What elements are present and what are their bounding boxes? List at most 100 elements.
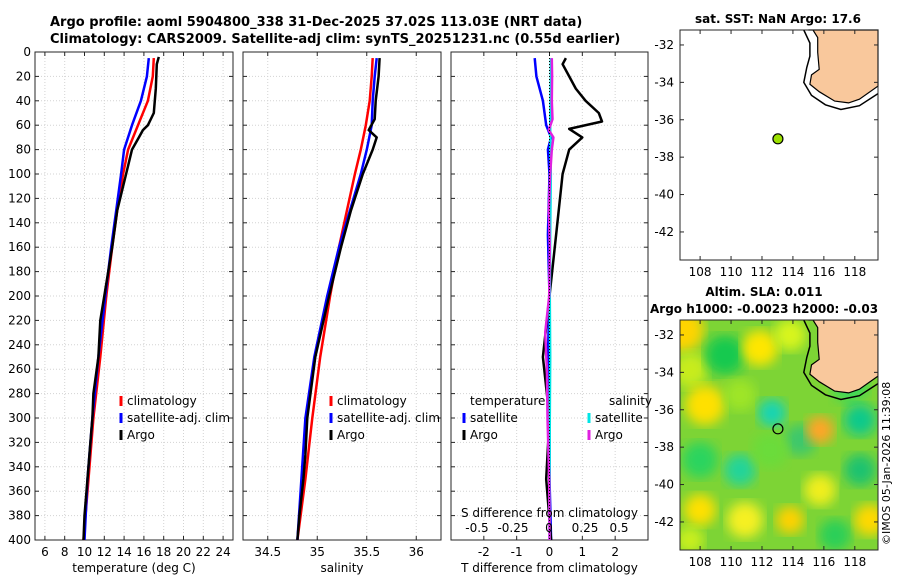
sla-anomaly-blob: [684, 494, 716, 526]
y-tick-label: 100: [8, 167, 31, 181]
top-tick-label: -0.5: [465, 521, 488, 535]
figure-title-line2: Climatology: CARS2009. Satellite-adj cli…: [50, 32, 621, 47]
y-tick-label: -32: [654, 328, 674, 342]
y-tick-label: -34: [654, 365, 674, 379]
land-polygon: [808, 29, 879, 104]
y-tick-label: 180: [8, 265, 31, 279]
figure-title-line1: Argo profile: aoml 5904800_338 31-Dec-20…: [50, 15, 583, 30]
x-tick-label: 114: [781, 555, 804, 569]
y-tick-label: 160: [8, 240, 31, 254]
x-tick-label: 116: [812, 555, 835, 569]
bathymetry-contour: [803, 29, 879, 111]
sla_map-axes-box: [679, 319, 879, 551]
series-line-salinity-satellite: [548, 58, 553, 540]
series-line-argo: [82, 56, 161, 541]
legend-label: climatology: [127, 394, 197, 408]
x-tick-label: 14: [116, 545, 131, 559]
y-tick-label: -32: [654, 38, 674, 52]
x-tick-label: 8: [61, 545, 69, 559]
x-tick-label: 34.5: [254, 545, 281, 559]
x-tick-label: 0: [546, 545, 554, 559]
sla-anomaly-blob: [724, 454, 756, 486]
top-tick-label: 0.5: [609, 521, 628, 535]
sla-anomaly-blob: [727, 502, 763, 538]
y-tick-label: 220: [8, 313, 31, 327]
legend-label: satellite-adj. clim: [127, 411, 230, 425]
y-tick-label: -36: [654, 113, 674, 127]
legend-label: Argo: [595, 428, 623, 442]
y-tick-label: -36: [654, 403, 674, 417]
land-group: [803, 320, 878, 401]
legend-label: Argo: [470, 428, 498, 442]
imos-credit: ©IMOS 05-Jan-2026 11:39:08: [880, 381, 893, 545]
sla-anomaly-blob: [680, 526, 704, 550]
y-tick-label: 280: [8, 387, 31, 401]
y-tick-label: 20: [16, 69, 31, 83]
sla-anomaly-blob: [682, 442, 718, 478]
y-tick-label: 80: [16, 143, 31, 157]
x-tick-label: 118: [843, 555, 866, 569]
sla-map-title: Altim. SLA: 0.011: [705, 285, 822, 299]
sla-anomaly-blob: [680, 352, 708, 388]
sst_map-map: 108 110 112 114 116 118 -32 -34 -36 -38 -40 -42: [654, 29, 879, 279]
x-tick-label: 20: [176, 545, 191, 559]
y-tick-label: 40: [16, 94, 31, 108]
sla-anomaly-blob: [685, 385, 725, 425]
legend-label: satellite-adj. clim: [337, 411, 440, 425]
series-line-climatology: [296, 58, 374, 541]
y-tick-label: -40: [654, 478, 674, 492]
y-tick-label: 0: [23, 45, 31, 59]
y-tick-label: 300: [8, 411, 31, 425]
y-tick-label: 240: [8, 338, 31, 352]
sla-anomaly-blob: [680, 320, 704, 352]
y-tick-label: -40: [654, 188, 674, 202]
sla-anomaly-blob: [705, 335, 745, 375]
difference-top-xlabel: S difference from climatology: [461, 506, 638, 520]
sla-map-subtitle: Argo h1000: -0.0023 h2000: -0.03: [650, 302, 878, 316]
y-tick-label: -42: [654, 225, 674, 239]
x-tick-label: 18: [156, 545, 171, 559]
legend-label: satellite: [470, 411, 518, 425]
legend-label: climatology: [337, 394, 407, 408]
salinity-xlabel: salinity: [320, 561, 363, 575]
y-tick-label: 200: [8, 289, 31, 303]
sla-anomaly-blob: [844, 404, 876, 436]
x-tick-label: 36: [409, 545, 424, 559]
y-tick-label: 140: [8, 216, 31, 230]
sst_map-axes-box: [679, 29, 879, 261]
bathymetry-contour: [803, 320, 878, 401]
x-tick-label: 12: [97, 545, 112, 559]
sla-anomaly-blob: [854, 504, 878, 536]
x-tick-label: 108: [689, 265, 712, 279]
sla-anomaly-blob: [752, 432, 788, 468]
sla-anomaly-blob: [806, 416, 834, 444]
sla-anomaly-blob: [742, 330, 778, 366]
legend-title-temperature: temperature: [470, 394, 545, 408]
series-line-satellite-adj-clim: [83, 57, 151, 541]
x-tick-label: 6: [41, 545, 49, 559]
x-tick-label: 116: [812, 265, 835, 279]
legend-title-salinity: salinity: [609, 394, 652, 408]
y-tick-label: -38: [654, 150, 674, 164]
series-line-argo: [296, 58, 381, 541]
x-tick-label: 110: [720, 265, 743, 279]
x-tick-label: 114: [781, 265, 804, 279]
sla-anomaly-blob: [819, 519, 851, 550]
x-tick-label: -2: [478, 545, 490, 559]
y-tick-label: 120: [8, 191, 31, 205]
x-tick-label: 108: [689, 555, 712, 569]
series-line-temperature-argo: [541, 57, 604, 541]
x-tick-label: 2: [611, 545, 619, 559]
x-tick-label: 24: [215, 545, 230, 559]
argo-position-marker: [772, 133, 784, 145]
sla-anomaly-blob: [844, 454, 876, 486]
y-tick-label: -34: [654, 75, 674, 89]
y-tick-label: -38: [654, 440, 674, 454]
y-tick-label: -42: [654, 515, 674, 529]
x-tick-label: 35.5: [353, 545, 380, 559]
temperature-xlabel: temperature (deg C): [72, 561, 195, 575]
x-tick-label: 22: [196, 545, 211, 559]
x-tick-label: 35: [310, 545, 325, 559]
x-tick-label: 16: [136, 545, 151, 559]
